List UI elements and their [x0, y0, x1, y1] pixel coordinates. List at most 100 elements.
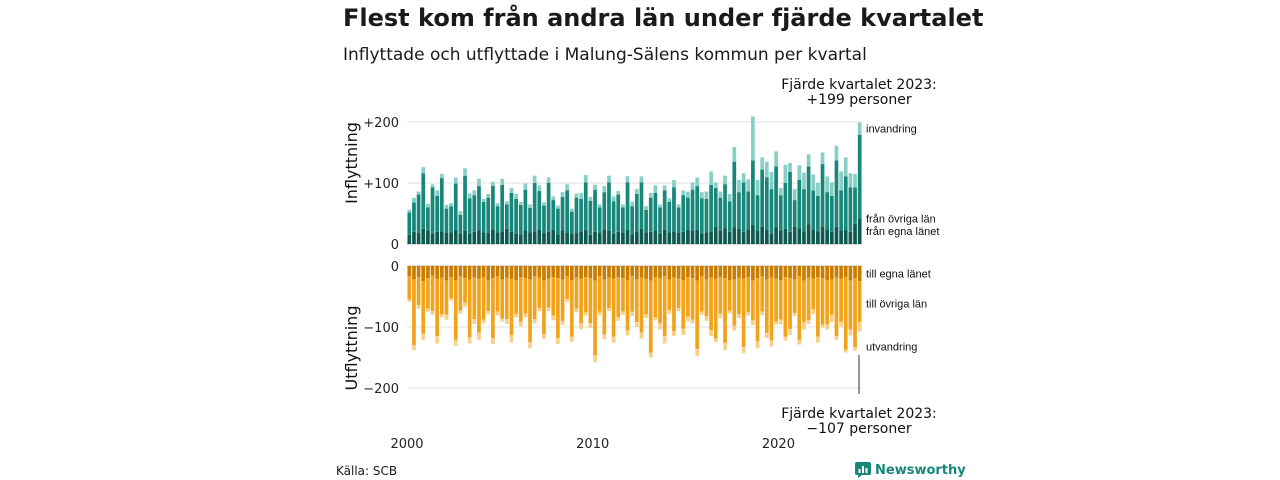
brand-logo[interactable]: Newsworthy: [855, 462, 966, 478]
bar-out-0-2: [416, 266, 421, 277]
y-tick-top-0: 0: [391, 238, 399, 253]
x-tick-2: 2020: [762, 437, 795, 452]
bar-out-1-97: [857, 281, 862, 323]
bar-in-2-38: [583, 175, 588, 183]
bar-out-1-16: [481, 276, 486, 320]
bar-out-1-81: [783, 276, 788, 337]
bar-out-1-84: [797, 276, 802, 340]
bar-in-0-31: [551, 229, 556, 244]
bar-in-2-22: [509, 187, 514, 193]
bar-out-0-55: [662, 266, 667, 277]
bar-out-2-63: [699, 311, 704, 315]
bar-out-1-57: [672, 277, 676, 332]
bar-in-1-4: [426, 207, 430, 231]
bar-out-0-91: [829, 266, 834, 280]
bar-in-2-32: [556, 205, 560, 209]
bar-out-1-26: [528, 279, 532, 343]
bar-in-0-84: [797, 228, 802, 244]
bar-in-0-11: [458, 233, 463, 244]
bar-in-1-79: [774, 166, 778, 228]
bar-in-2-92: [834, 145, 839, 161]
bar-in-2-80: [778, 187, 783, 196]
bar-out-2-46: [621, 311, 625, 315]
bar-in-2-24: [518, 201, 523, 205]
y-tick-top-1: +100: [363, 177, 399, 192]
bar-out-1-59: [681, 280, 686, 329]
bar-out-0-78: [769, 266, 774, 278]
bar-out-2-60: [686, 316, 690, 322]
bar-in-2-31: [551, 196, 556, 201]
bar-out-2-90: [825, 324, 830, 330]
bar-out-2-32: [556, 337, 560, 345]
bar-out-1-70: [732, 279, 737, 326]
bar-out-2-69: [727, 310, 732, 314]
bar-out-0-32: [556, 266, 560, 279]
bar-out-2-62: [695, 348, 700, 357]
bar-out-0-28: [537, 266, 542, 278]
bar-in-2-0: [407, 209, 412, 213]
bar-in-1-52: [648, 197, 653, 232]
bar-in-0-59: [681, 231, 686, 244]
bar-out-2-71: [737, 314, 741, 318]
source-note: Källa: SCB: [336, 464, 398, 478]
bar-out-0-31: [551, 266, 556, 277]
bar-in-1-25: [523, 189, 528, 231]
bar-out-0-84: [797, 266, 802, 277]
bar-out-2-86: [806, 320, 811, 324]
bar-out-1-14: [472, 277, 477, 320]
bar-out-0-6: [435, 266, 440, 279]
bar-in-2-83: [792, 189, 797, 201]
bar-in-0-30: [546, 231, 551, 244]
bar-out-1-75: [755, 278, 760, 342]
bar-in-2-43: [607, 175, 611, 183]
bar-out-0-61: [690, 266, 695, 279]
bar-out-0-7: [439, 266, 444, 278]
bar-in-1-76: [760, 169, 765, 227]
bar-out-0-82: [788, 266, 792, 279]
annotation-bottom-line2: −107 personer: [806, 421, 912, 437]
bar-out-0-58: [676, 266, 681, 279]
bar-out-0-88: [816, 266, 820, 277]
bar-in-0-1: [412, 231, 416, 244]
bar-in-0-95: [848, 231, 853, 244]
bar-out-0-81: [783, 266, 788, 277]
bar-in-1-32: [556, 208, 560, 235]
bar-in-1-41: [597, 207, 602, 233]
bar-out-0-59: [681, 266, 686, 281]
bar-out-2-82: [788, 328, 792, 335]
bar-out-2-79: [774, 321, 778, 325]
brand-name: Newsworthy: [875, 462, 966, 478]
bar-in-2-53: [653, 185, 658, 193]
series-label-bottom-2: utvandring: [866, 342, 917, 354]
bar-out-0-29: [542, 266, 546, 281]
bar-out-1-45: [616, 276, 621, 318]
bar-out-0-95: [848, 266, 853, 281]
bar-in-2-57: [672, 179, 676, 188]
bar-in-2-51: [644, 206, 648, 210]
bar-out-2-61: [690, 319, 695, 324]
bar-out-2-39: [588, 323, 593, 329]
bar-out-1-62: [695, 280, 700, 349]
bar-in-1-10: [453, 183, 458, 230]
bar-out-2-85: [802, 322, 806, 330]
bar-in-1-21: [504, 204, 509, 229]
bar-out-2-20: [500, 318, 505, 322]
bar-out-1-73: [746, 276, 751, 313]
bar-in-2-65: [709, 171, 713, 185]
bar-in-2-78: [769, 172, 774, 190]
y-tick-bottom-1: −100: [363, 321, 399, 336]
bar-out-1-76: [760, 276, 765, 312]
bar-in-2-25: [523, 183, 528, 190]
bar-in-2-87: [811, 174, 816, 191]
bar-out-2-84: [797, 339, 802, 345]
gridlines: [407, 121, 862, 389]
bar-in-1-74: [751, 160, 755, 226]
bar-in-1-8: [444, 208, 449, 234]
bar-in-1-60: [686, 197, 690, 230]
bar-in-2-45: [616, 190, 621, 195]
newsworthy-logo-icon: [855, 462, 871, 478]
bar-in-1-19: [495, 206, 500, 233]
bar-in-0-7: [439, 231, 444, 244]
bar-out-1-12: [463, 278, 467, 303]
